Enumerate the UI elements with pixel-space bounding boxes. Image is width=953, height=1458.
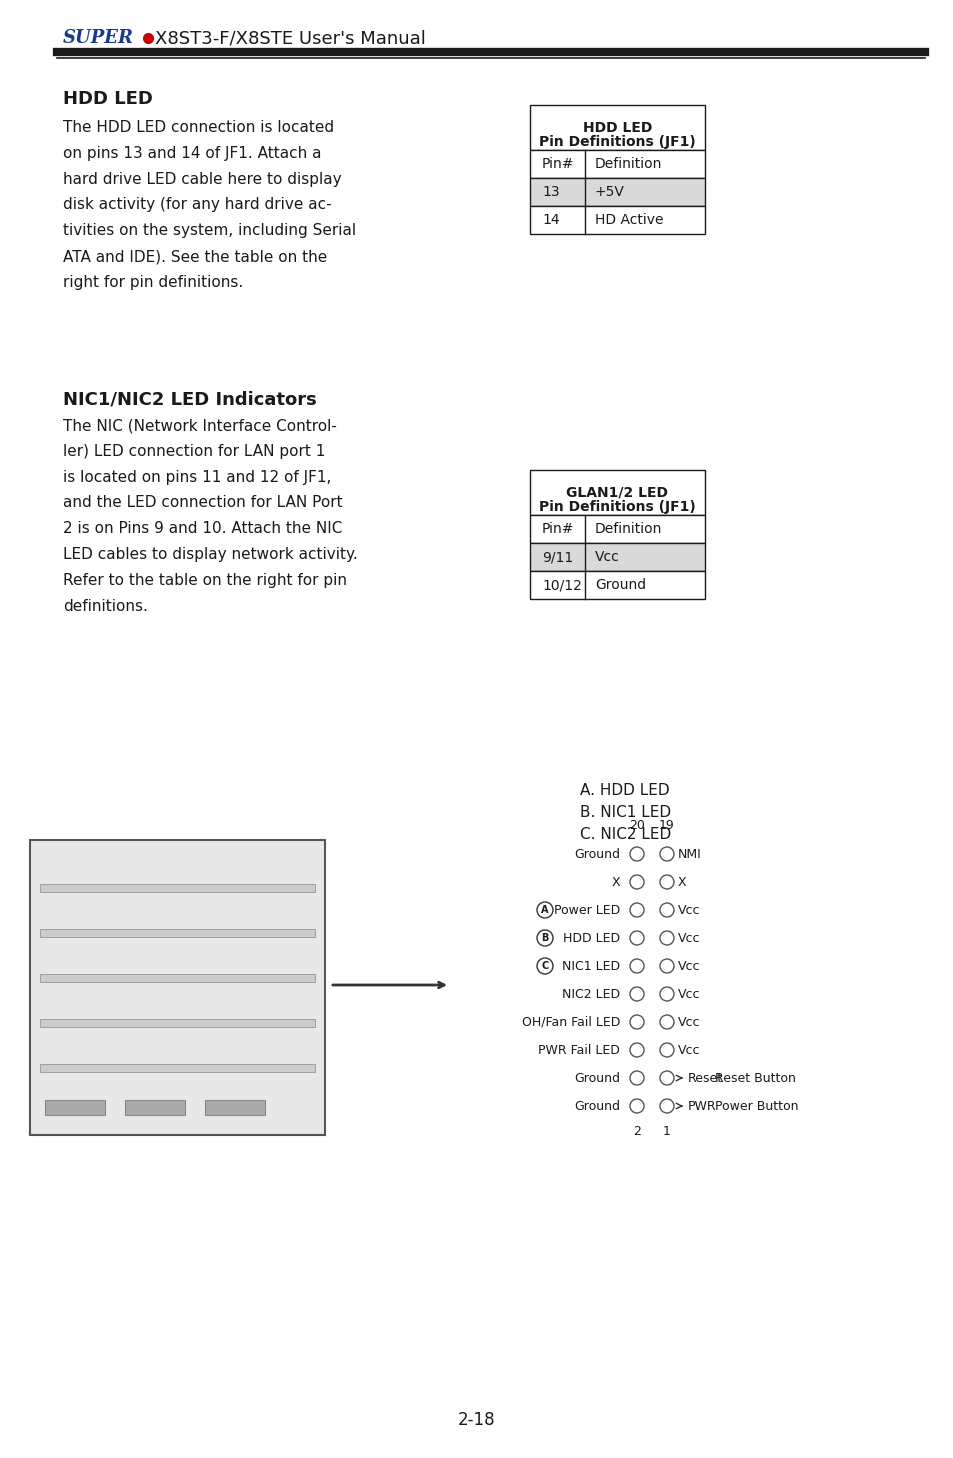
FancyBboxPatch shape bbox=[40, 1064, 314, 1072]
Text: PWR: PWR bbox=[687, 1099, 716, 1112]
Text: Reset Button: Reset Button bbox=[714, 1072, 795, 1085]
Text: NIC2 LED: NIC2 LED bbox=[561, 987, 619, 1000]
Circle shape bbox=[629, 1099, 643, 1112]
Circle shape bbox=[629, 903, 643, 917]
FancyBboxPatch shape bbox=[40, 1019, 314, 1026]
FancyBboxPatch shape bbox=[40, 929, 314, 937]
Text: C. NIC2 LED: C. NIC2 LED bbox=[579, 827, 671, 841]
Text: NIC1/NIC2 LED Indicators: NIC1/NIC2 LED Indicators bbox=[63, 389, 316, 408]
Text: X: X bbox=[611, 875, 619, 888]
Text: HDD LED: HDD LED bbox=[63, 90, 152, 108]
FancyBboxPatch shape bbox=[40, 974, 314, 983]
Text: +5V: +5V bbox=[595, 185, 624, 198]
FancyBboxPatch shape bbox=[45, 1099, 105, 1115]
FancyBboxPatch shape bbox=[530, 105, 704, 150]
Circle shape bbox=[629, 987, 643, 1002]
Text: Ground: Ground bbox=[574, 847, 619, 860]
Text: Vcc: Vcc bbox=[678, 1016, 700, 1028]
Text: 19: 19 bbox=[659, 818, 674, 831]
Text: HD Active: HD Active bbox=[595, 213, 662, 227]
FancyBboxPatch shape bbox=[125, 1099, 185, 1115]
Circle shape bbox=[659, 1099, 673, 1112]
FancyBboxPatch shape bbox=[530, 206, 704, 233]
Text: Reset: Reset bbox=[687, 1072, 722, 1085]
Text: X: X bbox=[678, 875, 686, 888]
Text: Vcc: Vcc bbox=[678, 904, 700, 917]
Circle shape bbox=[629, 1072, 643, 1085]
Circle shape bbox=[659, 987, 673, 1002]
Text: Pin#: Pin# bbox=[541, 157, 574, 171]
Circle shape bbox=[659, 959, 673, 972]
Text: Ground: Ground bbox=[595, 577, 645, 592]
Circle shape bbox=[659, 1072, 673, 1085]
FancyBboxPatch shape bbox=[530, 515, 704, 542]
Text: Power Button: Power Button bbox=[714, 1099, 798, 1112]
Text: 9/11: 9/11 bbox=[541, 550, 573, 564]
Text: Ground: Ground bbox=[574, 1099, 619, 1112]
Text: A. HDD LED: A. HDD LED bbox=[579, 783, 669, 798]
Text: Definition: Definition bbox=[595, 157, 661, 171]
FancyBboxPatch shape bbox=[530, 469, 704, 515]
Text: Vcc: Vcc bbox=[678, 959, 700, 972]
Circle shape bbox=[629, 959, 643, 972]
Text: 1: 1 bbox=[662, 1126, 670, 1139]
FancyBboxPatch shape bbox=[530, 542, 704, 572]
Circle shape bbox=[659, 875, 673, 889]
Circle shape bbox=[629, 847, 643, 862]
Text: B: B bbox=[540, 933, 548, 943]
Text: 13: 13 bbox=[541, 185, 559, 198]
Circle shape bbox=[659, 932, 673, 945]
Circle shape bbox=[629, 1015, 643, 1029]
Text: Ground: Ground bbox=[574, 1072, 619, 1085]
FancyBboxPatch shape bbox=[530, 572, 704, 599]
Text: Pin Definitions (JF1): Pin Definitions (JF1) bbox=[538, 134, 695, 149]
FancyBboxPatch shape bbox=[40, 884, 314, 892]
FancyBboxPatch shape bbox=[205, 1099, 265, 1115]
Text: SUPER: SUPER bbox=[63, 29, 133, 47]
Text: The HDD LED connection is located
on pins 13 and 14 of JF1. Attach a
hard drive : The HDD LED connection is located on pin… bbox=[63, 120, 355, 290]
Text: Vcc: Vcc bbox=[678, 1044, 700, 1057]
Text: Pin#: Pin# bbox=[541, 522, 574, 537]
Text: Vcc: Vcc bbox=[595, 550, 619, 564]
Text: The NIC (Network Interface Control-
ler) LED connection for LAN port 1
is locate: The NIC (Network Interface Control- ler)… bbox=[63, 418, 357, 614]
Text: Vcc: Vcc bbox=[678, 987, 700, 1000]
Circle shape bbox=[659, 903, 673, 917]
Circle shape bbox=[629, 1042, 643, 1057]
Circle shape bbox=[629, 875, 643, 889]
Text: 2-18: 2-18 bbox=[457, 1411, 496, 1429]
Text: GLAN1/2 LED: GLAN1/2 LED bbox=[566, 486, 668, 500]
FancyBboxPatch shape bbox=[30, 840, 325, 1134]
Text: HDD LED: HDD LED bbox=[562, 932, 619, 945]
Circle shape bbox=[629, 932, 643, 945]
Text: 10/12: 10/12 bbox=[541, 577, 581, 592]
Text: 20: 20 bbox=[628, 818, 644, 831]
Text: Pin Definitions (JF1): Pin Definitions (JF1) bbox=[538, 500, 695, 513]
Text: B. NIC1 LED: B. NIC1 LED bbox=[579, 805, 670, 819]
Text: Power LED: Power LED bbox=[553, 904, 619, 917]
Text: NMI: NMI bbox=[678, 847, 701, 860]
Text: A: A bbox=[540, 905, 548, 916]
Text: Definition: Definition bbox=[595, 522, 661, 537]
Text: C: C bbox=[540, 961, 548, 971]
Text: HDD LED: HDD LED bbox=[582, 121, 652, 134]
Text: X8ST3-F/X8STE User's Manual: X8ST3-F/X8STE User's Manual bbox=[154, 29, 425, 47]
FancyBboxPatch shape bbox=[530, 150, 704, 178]
Text: Vcc: Vcc bbox=[678, 932, 700, 945]
Text: 2: 2 bbox=[633, 1126, 640, 1139]
Text: 14: 14 bbox=[541, 213, 559, 227]
Text: PWR Fail LED: PWR Fail LED bbox=[537, 1044, 619, 1057]
Text: NIC1 LED: NIC1 LED bbox=[561, 959, 619, 972]
Circle shape bbox=[659, 1042, 673, 1057]
Circle shape bbox=[659, 847, 673, 862]
FancyBboxPatch shape bbox=[530, 178, 704, 206]
Circle shape bbox=[659, 1015, 673, 1029]
Text: OH/Fan Fail LED: OH/Fan Fail LED bbox=[521, 1016, 619, 1028]
